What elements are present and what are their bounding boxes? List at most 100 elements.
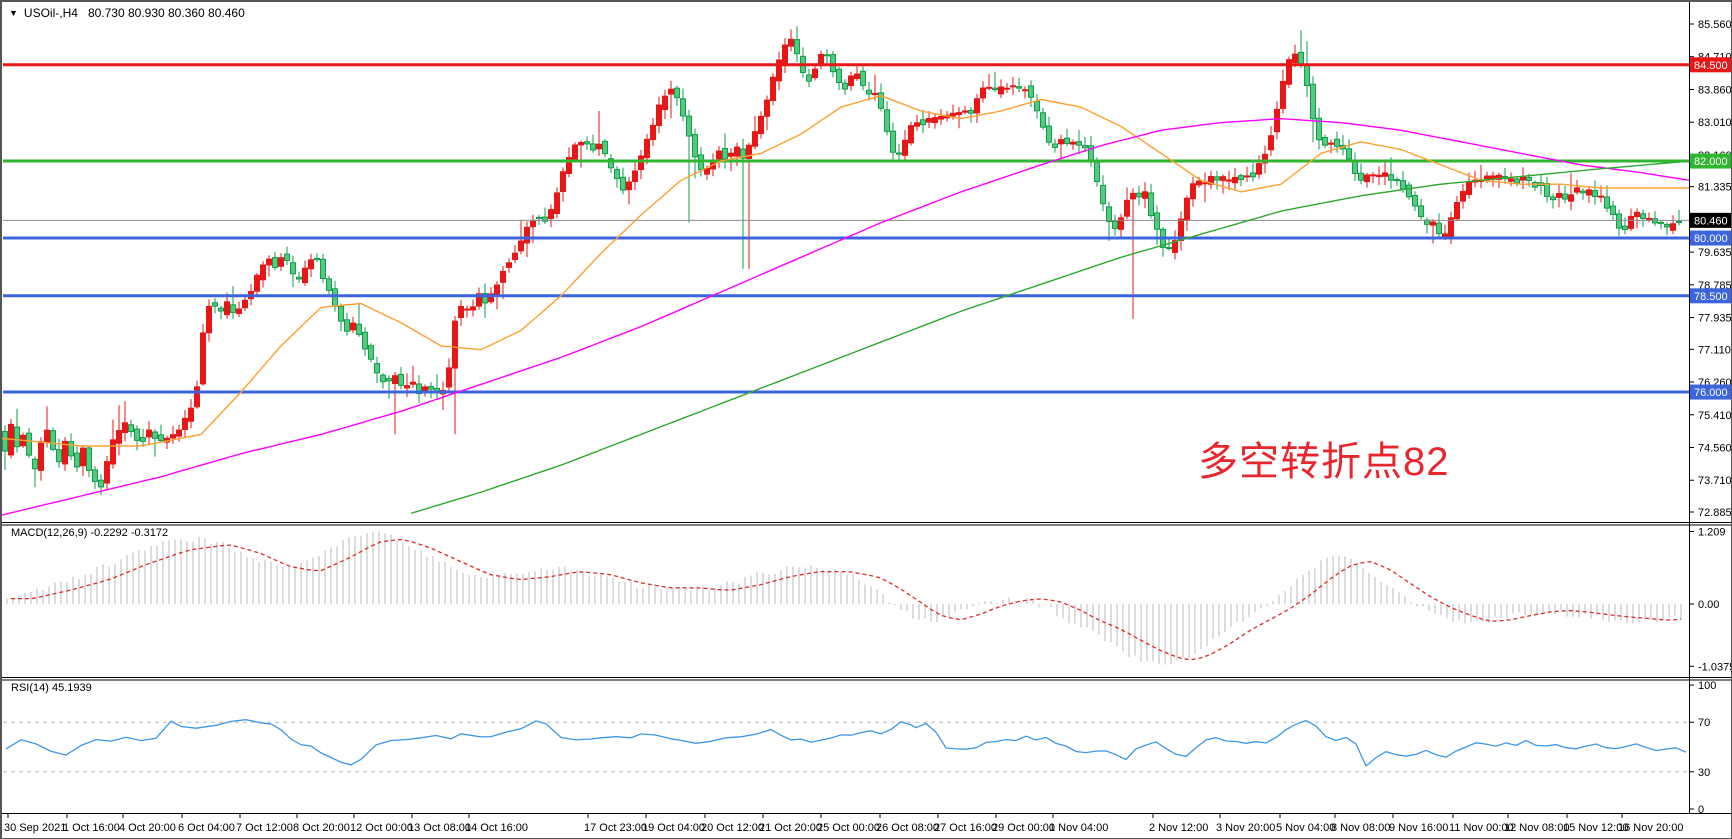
ma-mid-magenta — [1, 117, 1690, 516]
candle-body — [1574, 187, 1580, 193]
price-level-badge — [1690, 288, 1731, 304]
candle-body — [980, 87, 986, 99]
candle-body — [278, 257, 284, 267]
current-price-badge — [1690, 212, 1731, 228]
date-label: 27 Oct 16:00 — [934, 822, 997, 834]
candle-body — [788, 38, 794, 47]
candle-body — [1616, 213, 1622, 229]
axis-price-label: 83.010 — [1698, 117, 1732, 129]
candle-body — [746, 144, 752, 159]
candle-body — [458, 305, 464, 318]
candle-body — [1514, 178, 1520, 184]
candle-body — [1670, 223, 1676, 231]
candle-body — [212, 302, 218, 307]
candle-body — [1214, 176, 1220, 181]
candle-body — [314, 257, 320, 261]
candle-body — [1628, 215, 1634, 229]
date-label: 8 Oct 20:00 — [293, 822, 350, 834]
candle-body — [1544, 182, 1550, 197]
macd-indicator-label: MACD(12,26,9) -0.2292 -0.3172 — [11, 527, 169, 539]
date-label: 25 Oct 00:00 — [817, 822, 880, 834]
ma-slow-green — [410, 160, 1684, 514]
date-label: 14 Oct 16:00 — [465, 822, 528, 834]
date-label: 7 Oct 12:00 — [236, 822, 293, 834]
candle-body — [98, 479, 104, 488]
candle-body — [1070, 141, 1076, 145]
candle-body — [272, 257, 278, 268]
candle-body — [530, 219, 536, 228]
candle-body — [1130, 192, 1136, 200]
candle-body — [104, 461, 110, 484]
candle-body — [650, 124, 656, 140]
candle-body — [956, 112, 962, 116]
candle-body — [1112, 220, 1118, 229]
candle-body — [1646, 217, 1652, 220]
candle-body — [674, 87, 680, 99]
candle-body — [794, 39, 800, 55]
candle-body — [914, 122, 920, 127]
candle-body — [1610, 205, 1616, 215]
candle-body — [176, 429, 182, 437]
price-level-badge — [1690, 153, 1731, 169]
candle-body — [1190, 183, 1196, 200]
candle-body — [1280, 80, 1286, 109]
date-label: 1 Nov 04:00 — [1049, 822, 1108, 834]
rsi-axis-label: 100 — [1698, 680, 1716, 692]
candle-body — [446, 367, 452, 388]
candle-body — [1226, 179, 1232, 182]
date-label: 13 Oct 08:00 — [408, 822, 471, 834]
candle-body — [614, 169, 620, 180]
candle-body — [62, 440, 68, 465]
axis-price-label: 74.560 — [1698, 443, 1732, 455]
candle-body — [1256, 163, 1262, 175]
candle-body — [1598, 195, 1604, 198]
candle-body — [1664, 223, 1670, 228]
candle-body — [1106, 206, 1112, 222]
candle-body — [320, 258, 326, 280]
candle-body — [1028, 85, 1034, 98]
symbol-dropdown-icon[interactable]: ▼ — [9, 8, 18, 18]
candle-body — [770, 76, 776, 102]
candle-body — [1418, 205, 1424, 218]
candle-body — [1436, 222, 1442, 235]
date-label: 8 Nov 08:00 — [1331, 822, 1390, 834]
candle-body — [716, 150, 722, 160]
candle-body — [152, 431, 158, 439]
candle-body — [902, 139, 908, 156]
candle-body — [1394, 179, 1400, 182]
candle-body — [1244, 175, 1250, 178]
candle-body — [1526, 177, 1532, 181]
candle-body — [722, 148, 728, 160]
candle-body — [512, 252, 518, 261]
candle-body — [266, 258, 272, 266]
candle-body — [1202, 182, 1208, 185]
candle-body — [1634, 211, 1640, 218]
candle-body — [140, 437, 146, 442]
candle-body — [752, 131, 758, 147]
candle-body — [1166, 247, 1172, 250]
chart-title: ▼ USOil-,H4 80.730 80.930 80.360 80.460 — [9, 6, 245, 20]
candle-body — [410, 381, 416, 385]
candle-body — [260, 264, 266, 281]
candle-body — [1556, 193, 1562, 198]
rsi-axis-label: 0 — [1698, 804, 1704, 816]
symbol-timeframe-label: USOil-,H4 — [23, 6, 78, 20]
candle-body — [1430, 221, 1436, 226]
candle-body — [86, 447, 92, 471]
candle-body — [404, 385, 410, 389]
candle-body — [1100, 184, 1106, 205]
candle-body — [872, 92, 878, 96]
candle-body — [1172, 240, 1178, 253]
candle-body — [1082, 144, 1088, 149]
price-axis: 85.56084.71083.86083.01082.16081.33579.6… — [1689, 19, 1732, 816]
candle-body — [32, 458, 38, 470]
candle-body — [596, 143, 602, 150]
candle-body — [494, 284, 500, 296]
candle-body — [986, 86, 992, 89]
candle-body — [590, 143, 596, 151]
candle-body — [50, 430, 56, 450]
candle-body — [1010, 85, 1016, 88]
candle-body — [866, 89, 872, 95]
